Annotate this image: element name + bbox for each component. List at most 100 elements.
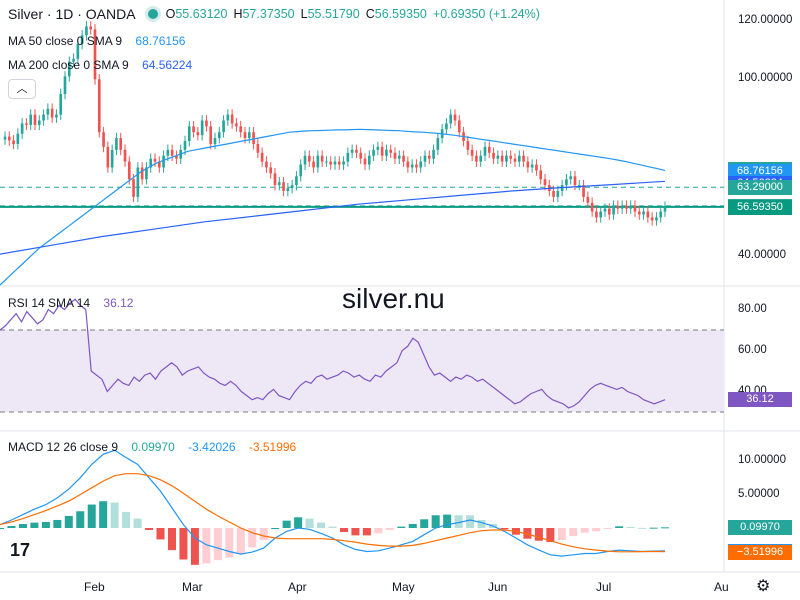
candle: [359, 152, 363, 159]
candle: [106, 146, 110, 168]
candle: [530, 164, 534, 168]
macd-histogram-bar: [87, 504, 96, 528]
rsi-line: [0, 298, 666, 409]
ma50-label: MA 50 close 0 SMA 9: [8, 34, 123, 48]
candle: [646, 211, 650, 218]
candle: [655, 217, 658, 221]
candle: [380, 146, 384, 156]
rsi-legend[interactable]: RSI 14 SMA 14 36.12: [8, 296, 133, 310]
candle: [235, 123, 238, 127]
time-axis-label: Jul: [596, 580, 612, 594]
gear-icon[interactable]: ⚙: [756, 578, 771, 595]
candle: [479, 155, 483, 162]
candle: [333, 161, 337, 165]
candle: [316, 155, 320, 168]
candle: [97, 79, 101, 133]
candle: [427, 155, 431, 159]
macd-histogram-bar: [317, 522, 326, 528]
ma50-line: [0, 128, 666, 286]
macd-histogram-bar: [603, 528, 612, 529]
macd-tick-label: 5.00000: [738, 487, 780, 500]
tradingview-logo[interactable]: 17: [10, 540, 31, 560]
candle: [55, 114, 58, 118]
macd-histogram-bar: [213, 528, 222, 561]
candle: [67, 61, 71, 77]
candle: [487, 146, 491, 153]
candle: [252, 132, 255, 144]
macd-histogram-bar: [53, 519, 62, 528]
candle: [513, 158, 517, 162]
candle: [247, 132, 251, 139]
macd-histogram-bar: [18, 523, 27, 528]
symbol-title[interactable]: Silver · 1D · OANDA: [8, 6, 136, 22]
candle: [93, 29, 97, 80]
candle: [633, 205, 637, 212]
candle: [183, 141, 187, 150]
candle: [217, 132, 221, 139]
macd-histogram-bar: [592, 528, 601, 532]
candle: [423, 155, 427, 162]
macd-histogram-bar: [454, 515, 463, 528]
candle: [603, 208, 607, 212]
ma200-line: [0, 180, 666, 255]
candle: [209, 126, 213, 144]
price-tick-label: 120.00000: [738, 13, 793, 26]
macd-line: [0, 449, 666, 557]
macd-histogram-bar: [374, 528, 383, 534]
candle: [230, 114, 234, 124]
macd-hist-value: 0.09970: [131, 440, 175, 454]
collapse-legend-button[interactable]: ︿: [8, 79, 36, 99]
macd-histogram-bar: [145, 528, 154, 531]
macd-histogram-bar: [156, 528, 165, 540]
candle: [3, 136, 7, 140]
ohlc-value: 57.37350: [242, 7, 295, 21]
candle: [42, 114, 45, 121]
candle: [573, 176, 577, 186]
candle: [243, 132, 247, 139]
macd-badge: −3.51996: [728, 544, 792, 560]
watermark: silver.nu: [342, 283, 445, 314]
candle: [299, 164, 303, 177]
candle: [607, 208, 611, 215]
macd-signal-value: -3.51996: [248, 440, 297, 454]
candle: [599, 211, 603, 218]
candle: [552, 190, 555, 197]
candle: [595, 211, 598, 218]
ma50-value: 68.76156: [135, 34, 186, 48]
time-axis-label: Au: [714, 580, 729, 594]
macd-histogram-bar: [569, 528, 578, 537]
candle: [175, 155, 178, 159]
candle: [290, 185, 294, 189]
macd-tick-label: 10.00000: [738, 454, 786, 466]
candle: [637, 211, 641, 215]
macd-histogram-bar: [99, 501, 108, 528]
candle: [483, 146, 487, 156]
macd-histogram-bar: [615, 526, 624, 528]
macd-line-value: -3.42026: [188, 440, 236, 454]
price-tick-label: 40.00000: [738, 248, 786, 261]
ma200-legend[interactable]: MA 200 close 0 SMA 9 64.56224: [8, 58, 192, 72]
time-axis-label: Feb: [84, 580, 105, 594]
macd-histogram-bar: [362, 528, 371, 536]
candle: [153, 158, 157, 162]
candle: [63, 76, 67, 95]
macd-histogram-bar: [420, 519, 429, 528]
candle: [192, 126, 195, 133]
candle: [517, 155, 521, 162]
macd-legend[interactable]: MACD 12 26 close 9 0.09970 -3.42026 -3.5…: [8, 440, 296, 454]
macd-histogram-bar: [294, 517, 303, 528]
candle: [466, 141, 470, 150]
ohlc-value: +0.69350 (+1.24%): [432, 7, 540, 21]
macd-histogram-bar: [41, 521, 50, 528]
macd-histogram-bar: [271, 528, 280, 529]
candle: [12, 140, 15, 144]
ma200-value: 64.56224: [142, 58, 193, 72]
candle: [277, 182, 281, 186]
candle: [145, 167, 148, 180]
candle: [522, 155, 525, 162]
ma50-legend[interactable]: MA 50 close 0 SMA 9 68.76156: [8, 34, 185, 48]
candle: [29, 114, 33, 125]
ohlc-key: H: [233, 7, 243, 21]
candle: [629, 205, 633, 209]
